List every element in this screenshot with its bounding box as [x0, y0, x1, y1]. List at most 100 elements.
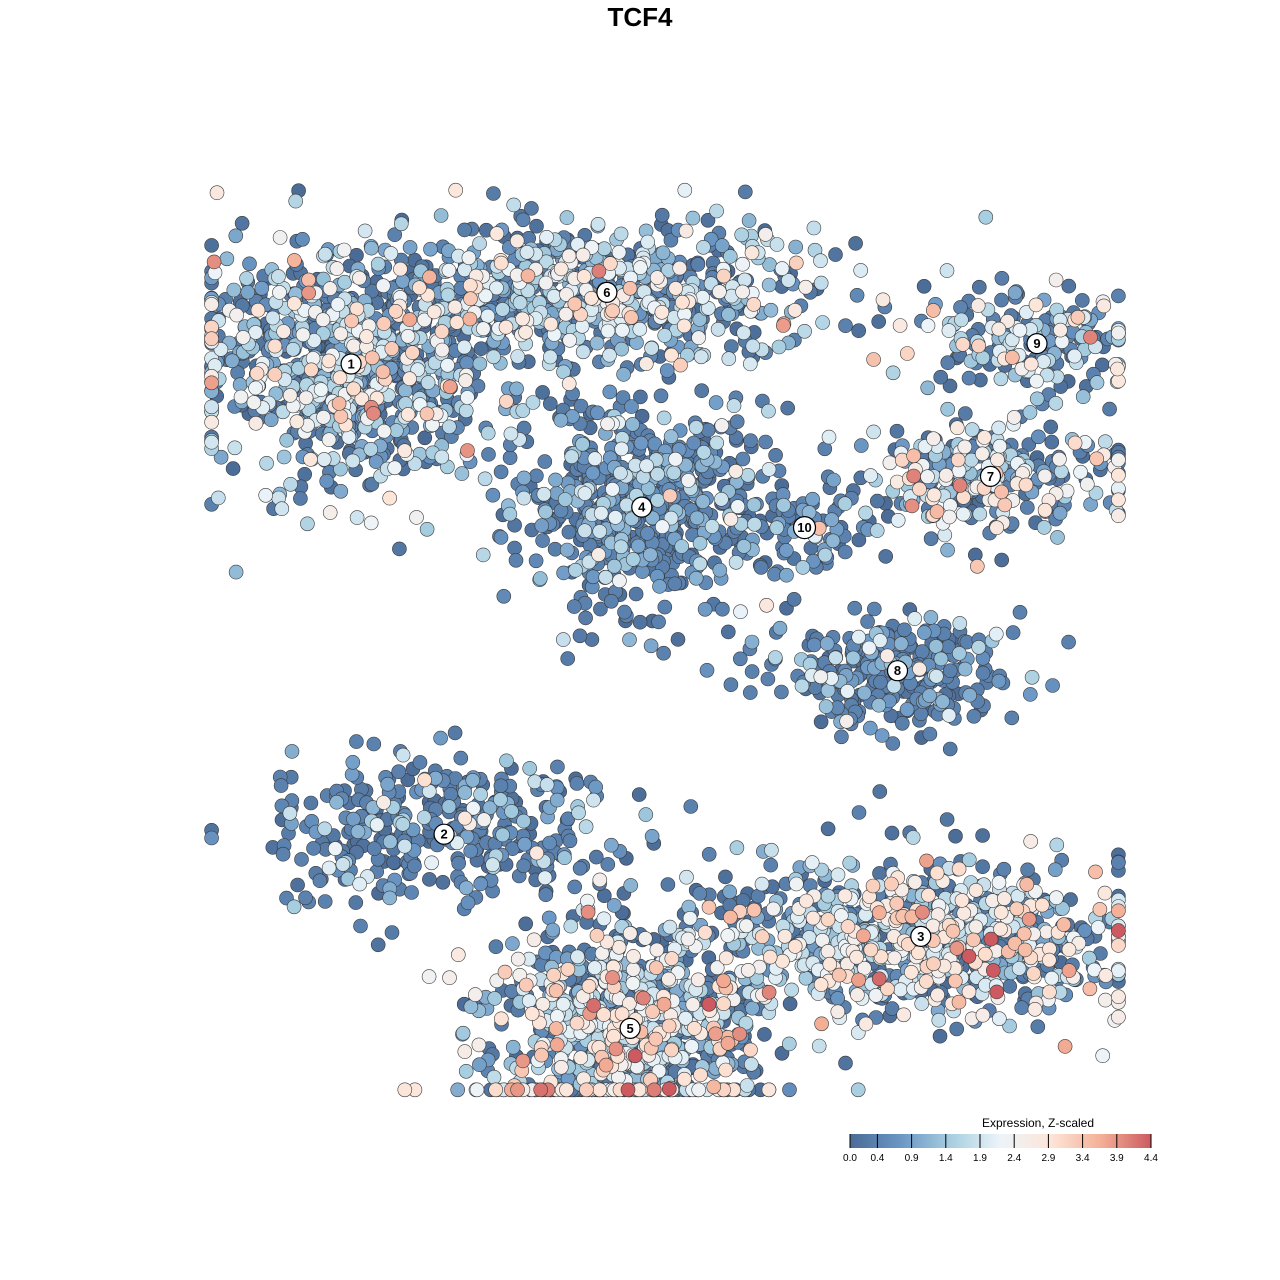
cell-point	[1044, 434, 1060, 450]
cell-point	[412, 755, 428, 770]
cell-point	[422, 872, 437, 887]
cell-point	[564, 449, 580, 465]
cell-point	[258, 487, 274, 503]
cell-point	[721, 307, 736, 322]
cell-point	[509, 233, 525, 249]
cell-point	[1052, 505, 1068, 521]
cell-point	[516, 858, 531, 874]
cell-point	[806, 220, 822, 236]
cell-point	[728, 463, 744, 479]
cell-point	[680, 931, 696, 947]
cell-point	[321, 432, 337, 448]
cell-point	[813, 253, 828, 269]
cell-point	[516, 490, 532, 506]
cell-point	[942, 378, 958, 394]
cell-point	[293, 491, 308, 506]
cell-point	[537, 870, 553, 886]
cell-point	[905, 830, 921, 845]
cell-point	[271, 269, 286, 284]
cell-point	[525, 395, 541, 410]
cell-point	[933, 651, 949, 667]
cell-point	[375, 278, 391, 294]
cell-point	[505, 936, 520, 951]
cell-point	[453, 750, 469, 766]
cell-point	[472, 236, 487, 251]
cell-point	[577, 486, 593, 501]
cell-point	[695, 494, 711, 509]
cell-point	[495, 827, 511, 843]
cell-point	[704, 519, 720, 534]
cell-point	[916, 278, 932, 294]
cell-point	[626, 949, 641, 964]
cell-point	[743, 1057, 759, 1072]
cell-point	[276, 449, 292, 465]
cell-point	[473, 787, 488, 802]
cell-point	[819, 636, 835, 651]
cell-point	[397, 443, 413, 459]
cell-point	[348, 895, 364, 910]
cell-point	[939, 812, 955, 827]
cell-point	[625, 417, 640, 432]
cell-point	[248, 325, 263, 340]
cell-point	[285, 341, 301, 357]
cell-point	[559, 542, 575, 558]
cell-point	[798, 279, 814, 295]
cell-point	[529, 218, 544, 234]
cell-point	[447, 725, 463, 741]
cell-point	[709, 435, 725, 451]
cell-point	[295, 327, 311, 343]
cell-point	[226, 282, 242, 298]
cell-point	[616, 367, 631, 382]
cell-point	[460, 895, 476, 911]
cell-point	[548, 472, 563, 488]
cell-point	[670, 632, 686, 647]
cell-point	[989, 520, 1005, 536]
cell-point	[499, 753, 514, 769]
cell-point	[286, 899, 302, 915]
cell-point	[1036, 520, 1052, 535]
cell-point	[505, 1039, 521, 1055]
cell-point	[951, 646, 967, 661]
cell-point	[884, 825, 900, 841]
cell-point	[842, 855, 858, 871]
cell-point	[782, 1082, 797, 1098]
cell-point	[568, 562, 583, 578]
cell-point	[519, 245, 535, 260]
cell-point	[232, 377, 248, 393]
cell-point	[1061, 634, 1076, 650]
cell-point	[510, 951, 526, 967]
cell-point	[475, 321, 491, 337]
cell-point	[885, 365, 901, 381]
cell-point	[1061, 278, 1077, 294]
cell-point	[697, 601, 713, 617]
cell-point	[529, 845, 545, 861]
cell-point	[714, 491, 729, 507]
cell-point	[708, 395, 724, 410]
cell-point	[322, 281, 338, 296]
cell-point	[553, 261, 569, 277]
cell-point	[692, 886, 708, 901]
cell-point	[569, 776, 585, 791]
cell-point	[718, 869, 733, 885]
cell-point	[1098, 992, 1113, 1008]
cell-point	[419, 521, 435, 537]
cell-point	[992, 438, 1008, 454]
cell-point	[329, 794, 345, 810]
cell-point	[284, 744, 300, 759]
cell-point	[811, 1038, 827, 1054]
cell-point	[555, 996, 571, 1012]
cell-point	[644, 340, 659, 356]
cell-point	[742, 356, 758, 372]
cell-point	[820, 944, 836, 959]
cell-point	[274, 501, 290, 517]
cell-point	[743, 433, 758, 449]
cell-point	[695, 289, 710, 305]
cell-point	[573, 1050, 589, 1065]
cell-point	[866, 601, 882, 617]
cell-point	[644, 828, 660, 844]
cell-point	[975, 1007, 991, 1023]
cell-point	[764, 842, 779, 858]
cell-point	[567, 879, 583, 895]
cell-point	[674, 539, 690, 554]
